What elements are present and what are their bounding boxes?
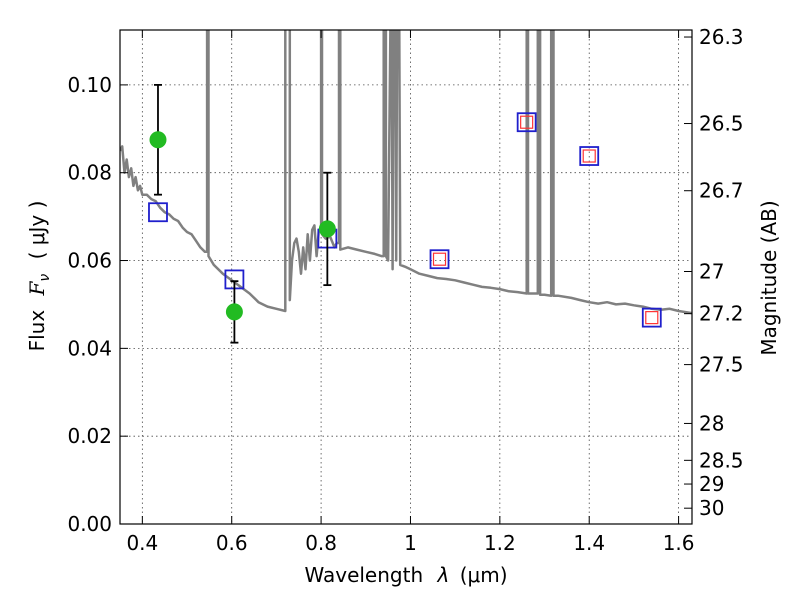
mag-tick-label: 27 — [699, 260, 724, 284]
x-axis-title-prefix: Wavelength — [304, 563, 423, 587]
model-square — [641, 307, 662, 328]
spectrum-line — [120, 30, 692, 315]
y-tick-label: 0.06 — [67, 249, 112, 273]
mag-tick-label: 27.2 — [699, 302, 744, 326]
mag-tick-label: 29 — [699, 472, 724, 496]
x-axis-title-lambda: λ — [437, 563, 450, 587]
mag-tick-label: 26.5 — [699, 112, 744, 136]
x-tick-label: 1.6 — [663, 531, 695, 555]
grid-layer — [120, 30, 692, 525]
x-tick-label: 0.4 — [126, 531, 158, 555]
model-square — [579, 146, 600, 166]
x-tick-label: 1.4 — [573, 531, 605, 555]
model-square — [148, 202, 168, 223]
observed-point — [318, 220, 336, 238]
model-square — [429, 249, 450, 270]
y-tick-label: 0.02 — [67, 424, 112, 448]
model-square — [516, 112, 537, 133]
spectrum-layer — [120, 30, 692, 315]
y-axis-title-subscript: ν — [37, 274, 53, 282]
x-tick-label: 0.6 — [216, 531, 248, 555]
y-tick-label: 0.00 — [67, 512, 112, 536]
x-tick-label: 1 — [404, 531, 417, 555]
red-model-square — [432, 252, 447, 266]
y-axis-title-prefix: Flux — [25, 310, 49, 352]
mag-tick-label: 27.5 — [699, 353, 744, 377]
points-layer — [148, 83, 662, 344]
y2-axis-title: Magnitude (AB) — [757, 200, 781, 355]
red-model-square — [520, 115, 534, 129]
observed-point — [225, 303, 243, 321]
x-axis-title-unit: (μm) — [460, 563, 508, 587]
observed-point — [149, 131, 167, 149]
plot-frame — [119, 29, 693, 525]
y-tick-label: 0.08 — [67, 161, 112, 185]
mag-tick-label: 28 — [699, 411, 724, 435]
x-tick-label: 0.8 — [305, 531, 337, 555]
x-axis-title: Wavelength λ (μm) — [304, 563, 507, 587]
y-tick-label: 0.10 — [67, 73, 112, 97]
y-axis-title-unit: ( μJy ) — [25, 201, 49, 260]
y-tick-label: 0.04 — [67, 336, 112, 360]
red-model-square — [582, 149, 596, 163]
y-axis-title-symbol: F — [25, 280, 49, 296]
ticks-layer: 0.4 0.6 0.8 1 1.2 1.4 1.6 0.00 0.02 0.04 0.06 0.08 0… — [67, 25, 743, 555]
y-axis-title: Flux Fν ( μJy ) — [25, 201, 54, 352]
mag-tick-label: 28.5 — [699, 448, 744, 472]
mag-tick-label: 30 — [699, 496, 724, 520]
mag-tick-label: 26.7 — [699, 179, 744, 203]
red-model-square — [645, 311, 659, 325]
mag-tick-label: 26.3 — [699, 25, 744, 49]
x-tick-label: 1.2 — [484, 531, 516, 555]
